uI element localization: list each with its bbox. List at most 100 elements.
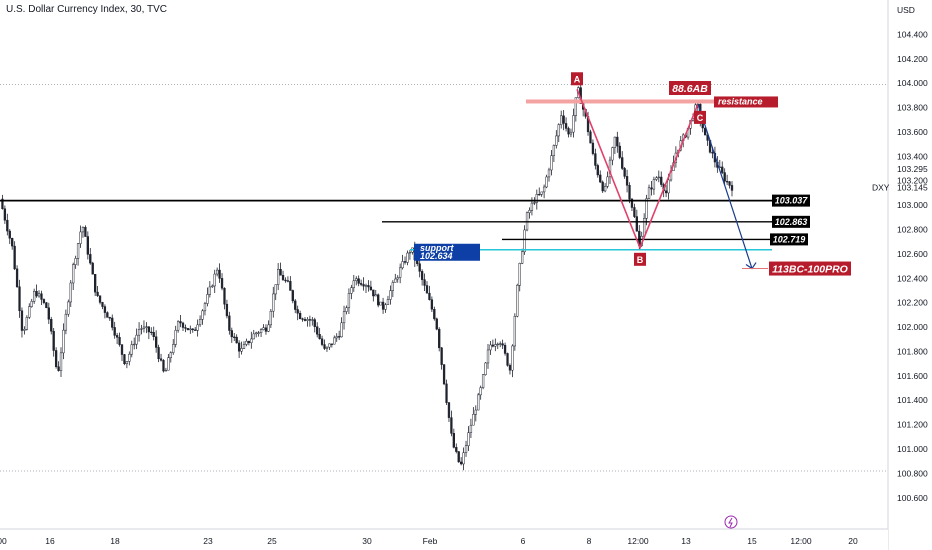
candle-body — [391, 282, 394, 291]
candle-body — [225, 303, 229, 317]
price-axis-panel — [888, 0, 932, 550]
lightning-icon-bolt — [728, 517, 733, 528]
candle-body — [223, 287, 226, 305]
candle-body — [664, 190, 668, 194]
candle-body — [450, 417, 453, 434]
candle-body — [369, 286, 373, 291]
candle-body — [567, 128, 570, 135]
y-tick-label: 104.400 — [897, 29, 928, 39]
candle-body — [377, 294, 380, 306]
candle-body — [447, 402, 451, 418]
candle-body — [728, 181, 731, 186]
candle-body — [235, 336, 238, 344]
candle-body — [240, 348, 243, 352]
candle-body — [530, 202, 534, 211]
candle-body — [13, 245, 16, 270]
candle-body — [372, 289, 375, 297]
candle-body — [203, 303, 207, 312]
x-tick-label: Feb — [423, 536, 438, 546]
candle-body — [528, 210, 531, 214]
candle-body — [511, 345, 514, 371]
candle-body — [281, 275, 285, 281]
candle-body — [218, 269, 221, 279]
candle-body — [560, 115, 563, 125]
candle-body — [535, 194, 538, 203]
candle-body — [262, 327, 265, 330]
candle-body — [125, 361, 129, 365]
support-value-label: 102.634 — [420, 251, 453, 261]
candle-body — [352, 280, 355, 288]
candle-body — [159, 358, 163, 361]
ratio-label-box — [669, 81, 711, 95]
candle-body — [62, 329, 65, 354]
candle-body — [291, 290, 294, 302]
candle-body — [367, 285, 370, 288]
candle-body — [503, 344, 507, 354]
candle-body — [120, 344, 124, 355]
point-c-label: C — [697, 113, 704, 123]
candle-body — [40, 293, 43, 300]
candle-body — [35, 290, 38, 297]
candle-body — [237, 342, 241, 352]
candle-body — [8, 230, 11, 239]
y-tick-label: 101.200 — [897, 420, 928, 430]
candle-body — [721, 166, 724, 173]
y-tick-label: 103.200 — [897, 176, 928, 186]
candle-body — [477, 394, 480, 411]
candle-body — [408, 251, 412, 254]
candle-body — [340, 322, 343, 338]
candle-body — [433, 308, 436, 320]
candle-body — [533, 202, 536, 204]
candle-body — [359, 283, 363, 285]
candle-body — [206, 294, 209, 304]
candle-body — [623, 168, 626, 177]
candle-body — [69, 282, 72, 303]
candle-body — [316, 326, 319, 335]
candle-body — [591, 142, 595, 154]
candle-body — [420, 271, 424, 280]
candle-body — [545, 176, 548, 188]
candle-body — [501, 343, 504, 346]
candle-body — [128, 353, 131, 362]
candle-body — [364, 285, 368, 287]
candle-body — [362, 284, 365, 287]
y-tick-label: 100.800 — [897, 468, 928, 478]
candle-body — [486, 349, 490, 364]
lightning-icon[interactable] — [724, 515, 738, 529]
candle-body — [523, 229, 526, 253]
candle-body — [628, 185, 631, 200]
candle-body — [220, 278, 224, 289]
candle-body — [569, 131, 573, 135]
candle-body — [396, 277, 399, 280]
candle-body — [308, 319, 312, 321]
x-tick-label: 15 — [747, 536, 757, 546]
candle-body — [440, 347, 443, 365]
candle-body — [418, 263, 421, 272]
symbol-label: DXY — [872, 182, 890, 192]
candle-body — [557, 124, 560, 137]
candle-body — [572, 115, 575, 133]
candle-body — [169, 352, 172, 359]
candle-body — [194, 329, 197, 331]
point-a-label: A — [574, 74, 581, 84]
candle-body — [594, 153, 597, 166]
candle-body — [474, 409, 477, 415]
candle-body — [279, 269, 282, 276]
candle-body — [201, 310, 204, 320]
candle-body — [152, 332, 155, 337]
candle-body — [172, 344, 175, 353]
chart-title: U.S. Dollar Currency Index, 30, TVC — [6, 4, 167, 15]
candle-body — [11, 238, 14, 247]
candle-body — [64, 313, 68, 331]
candle-body — [350, 287, 353, 294]
candle-body — [540, 191, 543, 195]
candle-body — [94, 273, 97, 293]
candle-body — [1, 198, 4, 209]
candle-body — [298, 313, 302, 319]
x-tick-label: 12:00 — [627, 536, 649, 546]
candle-body — [430, 299, 434, 310]
candle-body — [37, 293, 41, 297]
candle-body — [508, 365, 512, 371]
candle-body — [379, 301, 382, 306]
